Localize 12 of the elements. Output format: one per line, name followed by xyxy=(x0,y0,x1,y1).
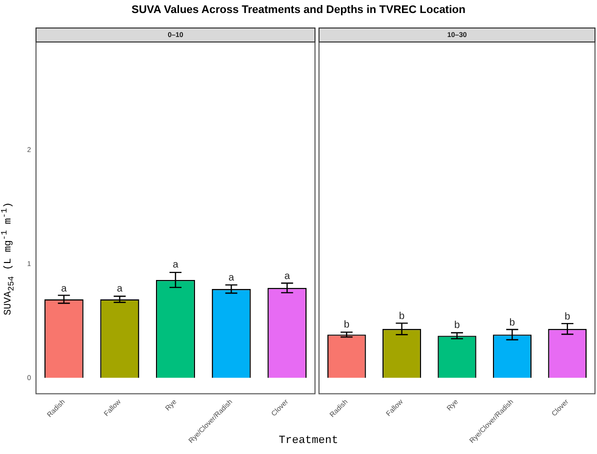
annotation: b xyxy=(399,310,406,322)
annotation: a xyxy=(284,271,290,282)
text: SUVA Values Across Treatments and Depths in TVREC Location xyxy=(130,4,466,16)
annotation: b xyxy=(564,312,571,323)
annotation: b xyxy=(454,320,460,332)
x-axis-title: Treatment xyxy=(278,435,338,447)
annotation: a xyxy=(172,260,179,271)
annotation: a xyxy=(61,284,68,295)
annotation: a xyxy=(116,284,123,295)
annotation: b xyxy=(509,318,516,329)
annotation: a xyxy=(228,272,235,284)
annotation: b xyxy=(344,320,350,331)
